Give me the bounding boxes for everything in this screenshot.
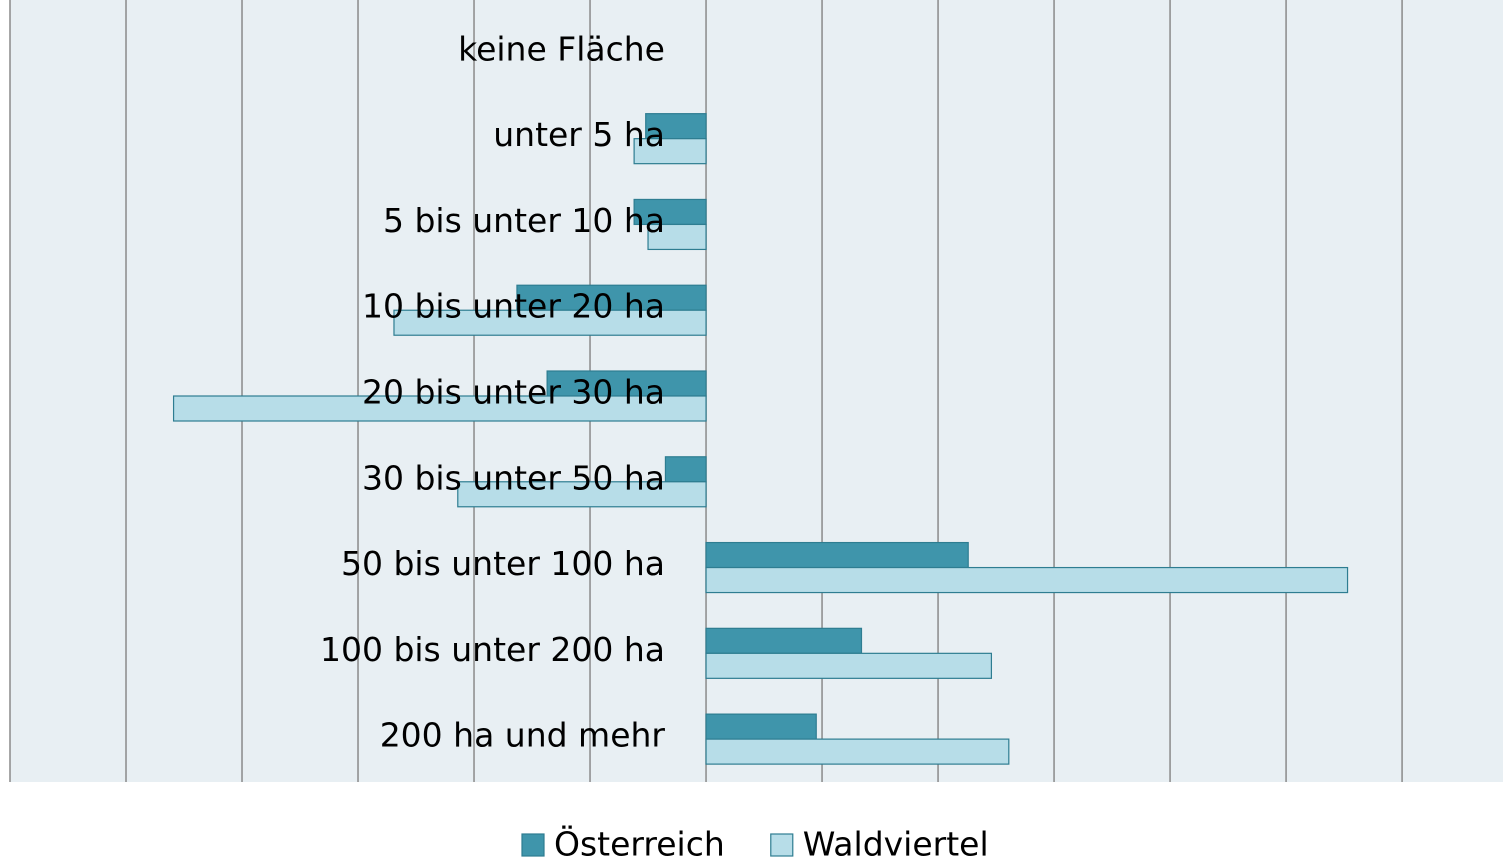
- bar: [633, 138, 707, 165]
- category-label: 5 bis unter 10 ha: [383, 201, 665, 240]
- category-label: 10 bis unter 20 ha: [362, 287, 665, 326]
- category-label: 50 bis unter 100 ha: [341, 544, 665, 583]
- bar: [705, 627, 863, 654]
- category-label: unter 5 ha: [493, 115, 665, 154]
- bar: [705, 541, 969, 569]
- bar: [393, 309, 707, 336]
- category-label: 20 bis unter 30 ha: [362, 373, 665, 412]
- category-label: 200 ha und mehr: [380, 716, 666, 755]
- bar: [546, 370, 707, 397]
- bar: [647, 223, 707, 251]
- legend-swatch: [770, 833, 794, 857]
- bar: [705, 738, 1010, 765]
- category-label: 30 bis unter 50 ha: [362, 458, 665, 497]
- legend-swatch: [521, 833, 545, 857]
- bar: [516, 284, 707, 311]
- bar: [705, 566, 1349, 594]
- legend-label: Österreich: [554, 824, 725, 864]
- legend-label: Waldviertel: [803, 825, 989, 864]
- bar: [705, 713, 817, 740]
- bar: [172, 395, 707, 422]
- category-label: 100 bis unter 200 ha: [320, 630, 665, 669]
- category-label: keine Fläche: [458, 29, 665, 68]
- bar: [705, 652, 993, 679]
- bar: [664, 456, 707, 483]
- bar: [457, 481, 707, 508]
